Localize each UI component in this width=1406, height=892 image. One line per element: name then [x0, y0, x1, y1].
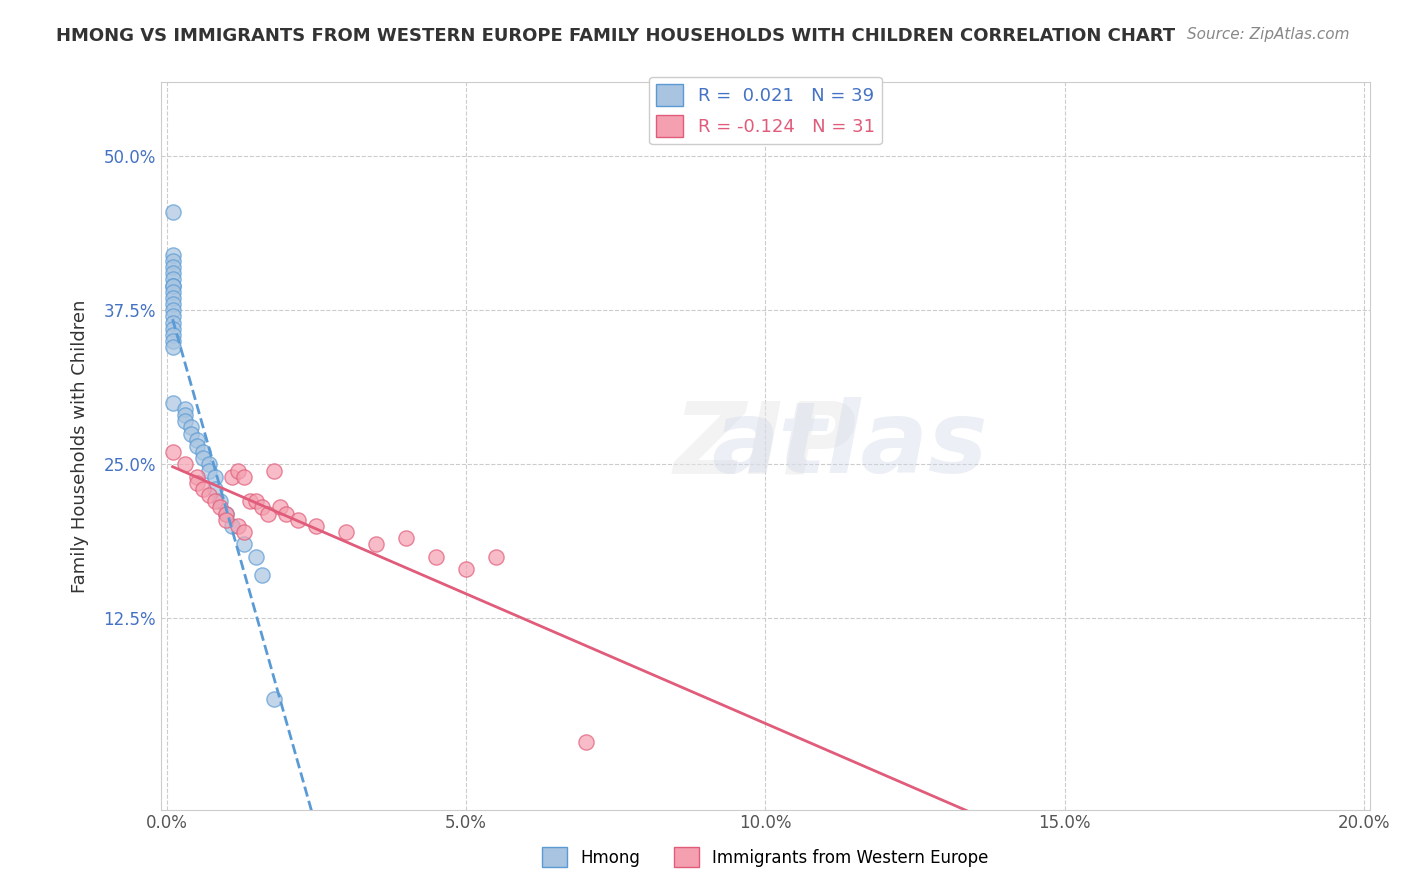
Point — [395, 531, 418, 545]
Point — [186, 469, 208, 483]
Point — [269, 500, 291, 515]
Legend: R =  0.021   N = 39, R = -0.124   N = 31: R = 0.021 N = 39, R = -0.124 N = 31 — [650, 77, 882, 145]
Point — [173, 458, 195, 472]
Point — [180, 426, 202, 441]
Point — [215, 513, 238, 527]
Y-axis label: Family Households with Children: Family Households with Children — [72, 299, 89, 592]
Point — [209, 494, 232, 508]
Point — [228, 519, 250, 533]
Point — [191, 482, 214, 496]
Point — [162, 445, 184, 459]
Point — [215, 507, 238, 521]
Point — [276, 507, 298, 521]
Text: Source: ZipAtlas.com: Source: ZipAtlas.com — [1187, 27, 1350, 42]
Point — [204, 494, 226, 508]
Point — [191, 451, 214, 466]
Point — [245, 549, 267, 564]
Point — [162, 204, 184, 219]
Point — [233, 469, 256, 483]
Point — [209, 500, 232, 515]
Point — [173, 401, 195, 416]
Point — [263, 691, 285, 706]
Point — [197, 463, 219, 477]
Point — [162, 303, 184, 318]
Point — [575, 735, 598, 749]
Point — [305, 519, 328, 533]
Point — [162, 278, 184, 293]
Point — [485, 549, 508, 564]
Point — [257, 507, 280, 521]
Point — [162, 291, 184, 305]
Point — [162, 322, 184, 336]
Point — [162, 285, 184, 299]
Point — [233, 537, 256, 551]
Point — [162, 310, 184, 324]
Point — [186, 475, 208, 490]
Point — [204, 482, 226, 496]
Point — [162, 340, 184, 354]
Point — [162, 272, 184, 286]
Point — [252, 568, 274, 582]
Point — [162, 297, 184, 311]
Point — [173, 408, 195, 422]
Point — [162, 266, 184, 280]
Text: ZIP: ZIP — [673, 397, 856, 494]
Text: atlas: atlas — [711, 397, 988, 494]
Point — [162, 316, 184, 330]
Point — [454, 562, 477, 576]
Point — [335, 525, 357, 540]
Point — [186, 439, 208, 453]
Point — [162, 260, 184, 274]
Point — [162, 254, 184, 268]
Point — [221, 469, 243, 483]
Text: HMONG VS IMMIGRANTS FROM WESTERN EUROPE FAMILY HOUSEHOLDS WITH CHILDREN CORRELAT: HMONG VS IMMIGRANTS FROM WESTERN EUROPE … — [56, 27, 1175, 45]
Point — [263, 463, 285, 477]
Point — [173, 414, 195, 428]
Point — [197, 458, 219, 472]
Point — [162, 395, 184, 409]
Point — [287, 513, 309, 527]
Point — [215, 507, 238, 521]
Point — [197, 488, 219, 502]
Point — [252, 500, 274, 515]
Point — [366, 537, 388, 551]
Point — [162, 248, 184, 262]
Point — [221, 519, 243, 533]
Point — [162, 327, 184, 342]
Point — [186, 433, 208, 447]
Point — [180, 420, 202, 434]
Point — [204, 469, 226, 483]
Point — [233, 525, 256, 540]
Point — [162, 278, 184, 293]
Point — [162, 334, 184, 348]
Point — [425, 549, 447, 564]
Point — [245, 494, 267, 508]
Point — [191, 445, 214, 459]
Point — [228, 463, 250, 477]
Point — [239, 494, 262, 508]
